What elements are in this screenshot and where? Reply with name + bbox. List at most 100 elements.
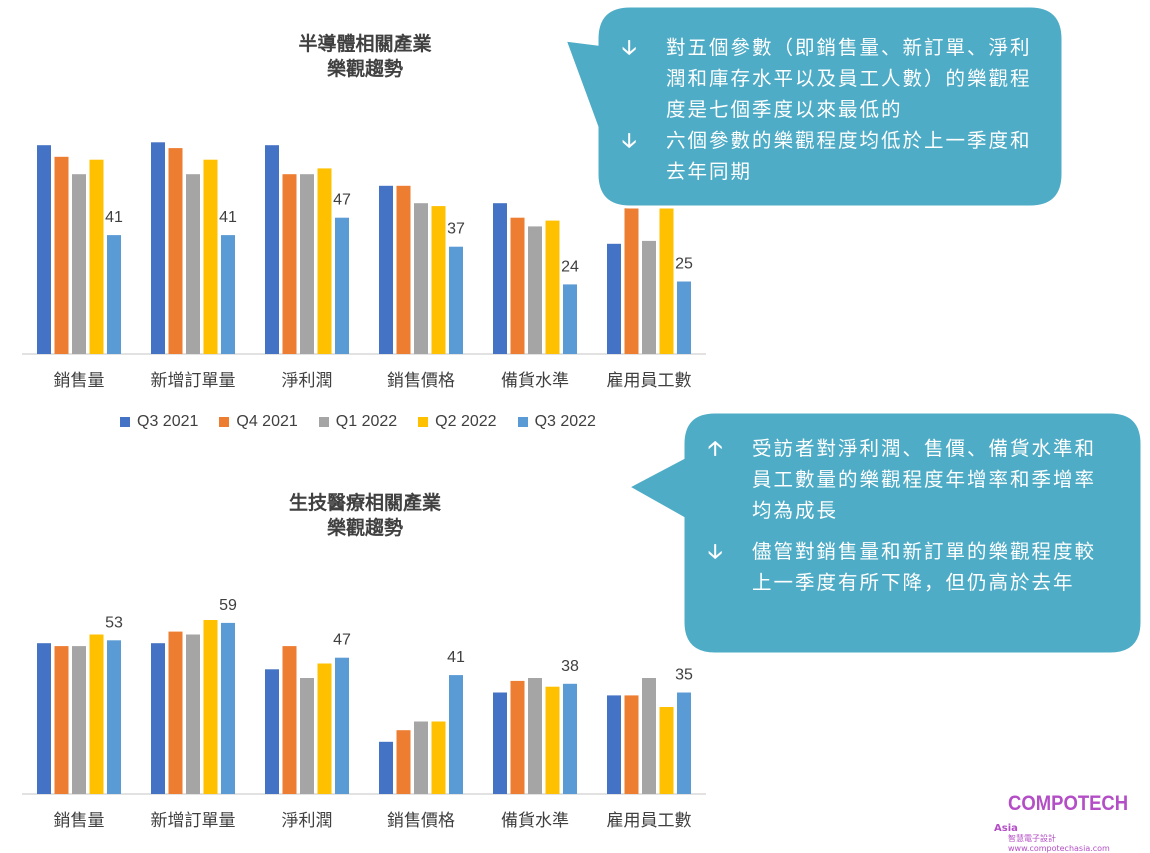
data-label: 35 <box>675 667 693 684</box>
legend-label: Q2 2022 <box>435 413 497 430</box>
bar <box>659 174 674 354</box>
bar <box>265 145 279 354</box>
legend-label: Q1 2022 <box>335 413 398 430</box>
charts-canvas: 41 銷售量 41 新增訂單量 47 淨利潤 37 銷售價格 24 備貨水準 25 雇用員工數 53 銷售… <box>22 142 706 831</box>
callout-shape <box>624 410 1144 656</box>
bar <box>431 721 446 794</box>
bar <box>186 634 200 794</box>
category-label: 雇用員工數 <box>607 811 692 831</box>
bar <box>186 174 200 354</box>
bar <box>221 622 235 794</box>
legend-swatch <box>318 417 329 427</box>
category-label: 新增訂單量 <box>151 811 236 831</box>
bar <box>607 695 621 794</box>
bar <box>107 235 121 354</box>
bar <box>545 686 560 794</box>
data-label: 41 <box>105 209 123 226</box>
logo-suffix: Asia <box>994 823 1018 834</box>
bar <box>449 675 463 794</box>
data-label: 41 <box>219 209 237 226</box>
bar <box>203 159 218 354</box>
category-label: 銷售量 <box>54 371 105 391</box>
data-label: 53 <box>105 614 123 631</box>
bar <box>317 663 332 794</box>
category-label: 雇用員工數 <box>607 371 692 391</box>
data-label: 24 <box>561 258 579 275</box>
bar <box>37 643 51 794</box>
bar <box>168 148 183 354</box>
bar <box>677 281 691 354</box>
category-label: 淨利潤 <box>282 371 333 391</box>
bar <box>335 217 349 354</box>
legend-swatch <box>219 417 230 427</box>
category-label: 備貨水準 <box>501 371 569 391</box>
bar <box>493 692 507 794</box>
bar <box>545 220 560 354</box>
legend-item: Q1 2022 <box>318 413 398 431</box>
bar <box>203 620 218 794</box>
bar <box>510 680 525 794</box>
category-label: 銷售量 <box>54 811 105 831</box>
callout2-bullet: 🡣 儘管對銷售量和新訂單的樂觀程度較上一季度有所下降，但仍高於去年 <box>708 536 1108 598</box>
chart1-title-line2: 樂觀趨勢 <box>326 58 403 80</box>
bar <box>431 206 446 354</box>
bar <box>493 203 507 354</box>
bar <box>510 217 525 354</box>
logo-tagline: 智慧電子設計 www.compotechasia.com <box>1008 834 1110 853</box>
arrow-down-icon: 🡣 <box>708 539 723 563</box>
bar <box>414 721 428 794</box>
arrow-up-icon: 🡡 <box>708 436 723 460</box>
legend-swatch <box>418 417 429 427</box>
bar <box>300 174 314 354</box>
legend-swatch <box>517 417 528 427</box>
bar <box>659 707 674 794</box>
data-label: 38 <box>561 658 579 675</box>
bar <box>642 678 656 794</box>
data-label: 59 <box>219 597 237 614</box>
chart2-title-line2: 樂觀趨勢 <box>326 517 403 539</box>
bar <box>528 226 542 354</box>
callout-biotech: 🡡 受訪者對淨利潤、售價、備貨水準和員工數量的樂觀程度年增率和季增率均為成長 🡣… <box>620 408 1150 660</box>
callout2-bullet: 🡡 受訪者對淨利潤、售價、備貨水準和員工數量的樂觀程度年增率和季增率均為成長 <box>708 433 1108 526</box>
bar <box>300 678 314 794</box>
legend-item: Q4 2021 <box>219 413 298 431</box>
arrow-down-icon: 🡣 <box>622 128 637 152</box>
bar <box>72 646 86 794</box>
callout2-text: 儘管對銷售量和新訂單的樂觀程度較上一季度有所下降，但仍高於去年 <box>752 540 1097 594</box>
bar <box>265 669 279 794</box>
compotech-logo: COMPOTECH Asia 智慧電子設計 www.compotechasia.c… <box>994 792 1150 853</box>
bar <box>379 741 393 794</box>
legend-item: Q3 2021 <box>120 413 198 431</box>
callout1-bullet: 🡣 對五個參數（即銷售量、新訂單、淨利潤和庫存水平以及員工人數）的樂觀程度是七個… <box>622 32 1042 125</box>
callout-shape <box>562 4 1065 209</box>
data-label: 47 <box>333 632 351 649</box>
category-label: 淨利潤 <box>282 811 333 831</box>
arrow-down-icon: 🡣 <box>622 35 637 59</box>
legend-label: Q3 2021 <box>137 413 199 430</box>
bar <box>563 683 577 794</box>
callout1-bullet: 🡣 六個參數的樂觀程度均低於上一季度和去年同期 <box>622 125 1042 187</box>
data-label: 25 <box>675 256 693 273</box>
bar <box>151 643 165 794</box>
bar <box>607 243 621 354</box>
bar <box>107 640 121 794</box>
logo-main-text: COMPOTECH <box>1008 792 1129 815</box>
chart1-title-line1: 半導體相關產業 <box>298 33 432 55</box>
bar <box>528 678 542 794</box>
bar <box>89 634 104 794</box>
bar <box>282 646 297 794</box>
bar <box>624 695 639 794</box>
bar <box>449 246 463 354</box>
legend-swatch <box>120 417 130 427</box>
data-label: 37 <box>447 221 465 238</box>
bar <box>335 657 349 794</box>
bar <box>54 156 69 354</box>
category-label: 備貨水準 <box>501 811 569 831</box>
bar <box>642 240 656 354</box>
bar <box>168 631 183 794</box>
bar <box>379 185 393 354</box>
chart1-title: 半導體相關產業 樂觀趨勢 <box>220 32 510 82</box>
bar <box>414 203 428 354</box>
chart-legend: Q3 2021 Q4 2021 Q1 2022 Q2 2022 Q3 2022 <box>120 413 617 431</box>
callout1-text: 六個參數的樂觀程度均低於上一季度和去年同期 <box>666 129 1032 183</box>
